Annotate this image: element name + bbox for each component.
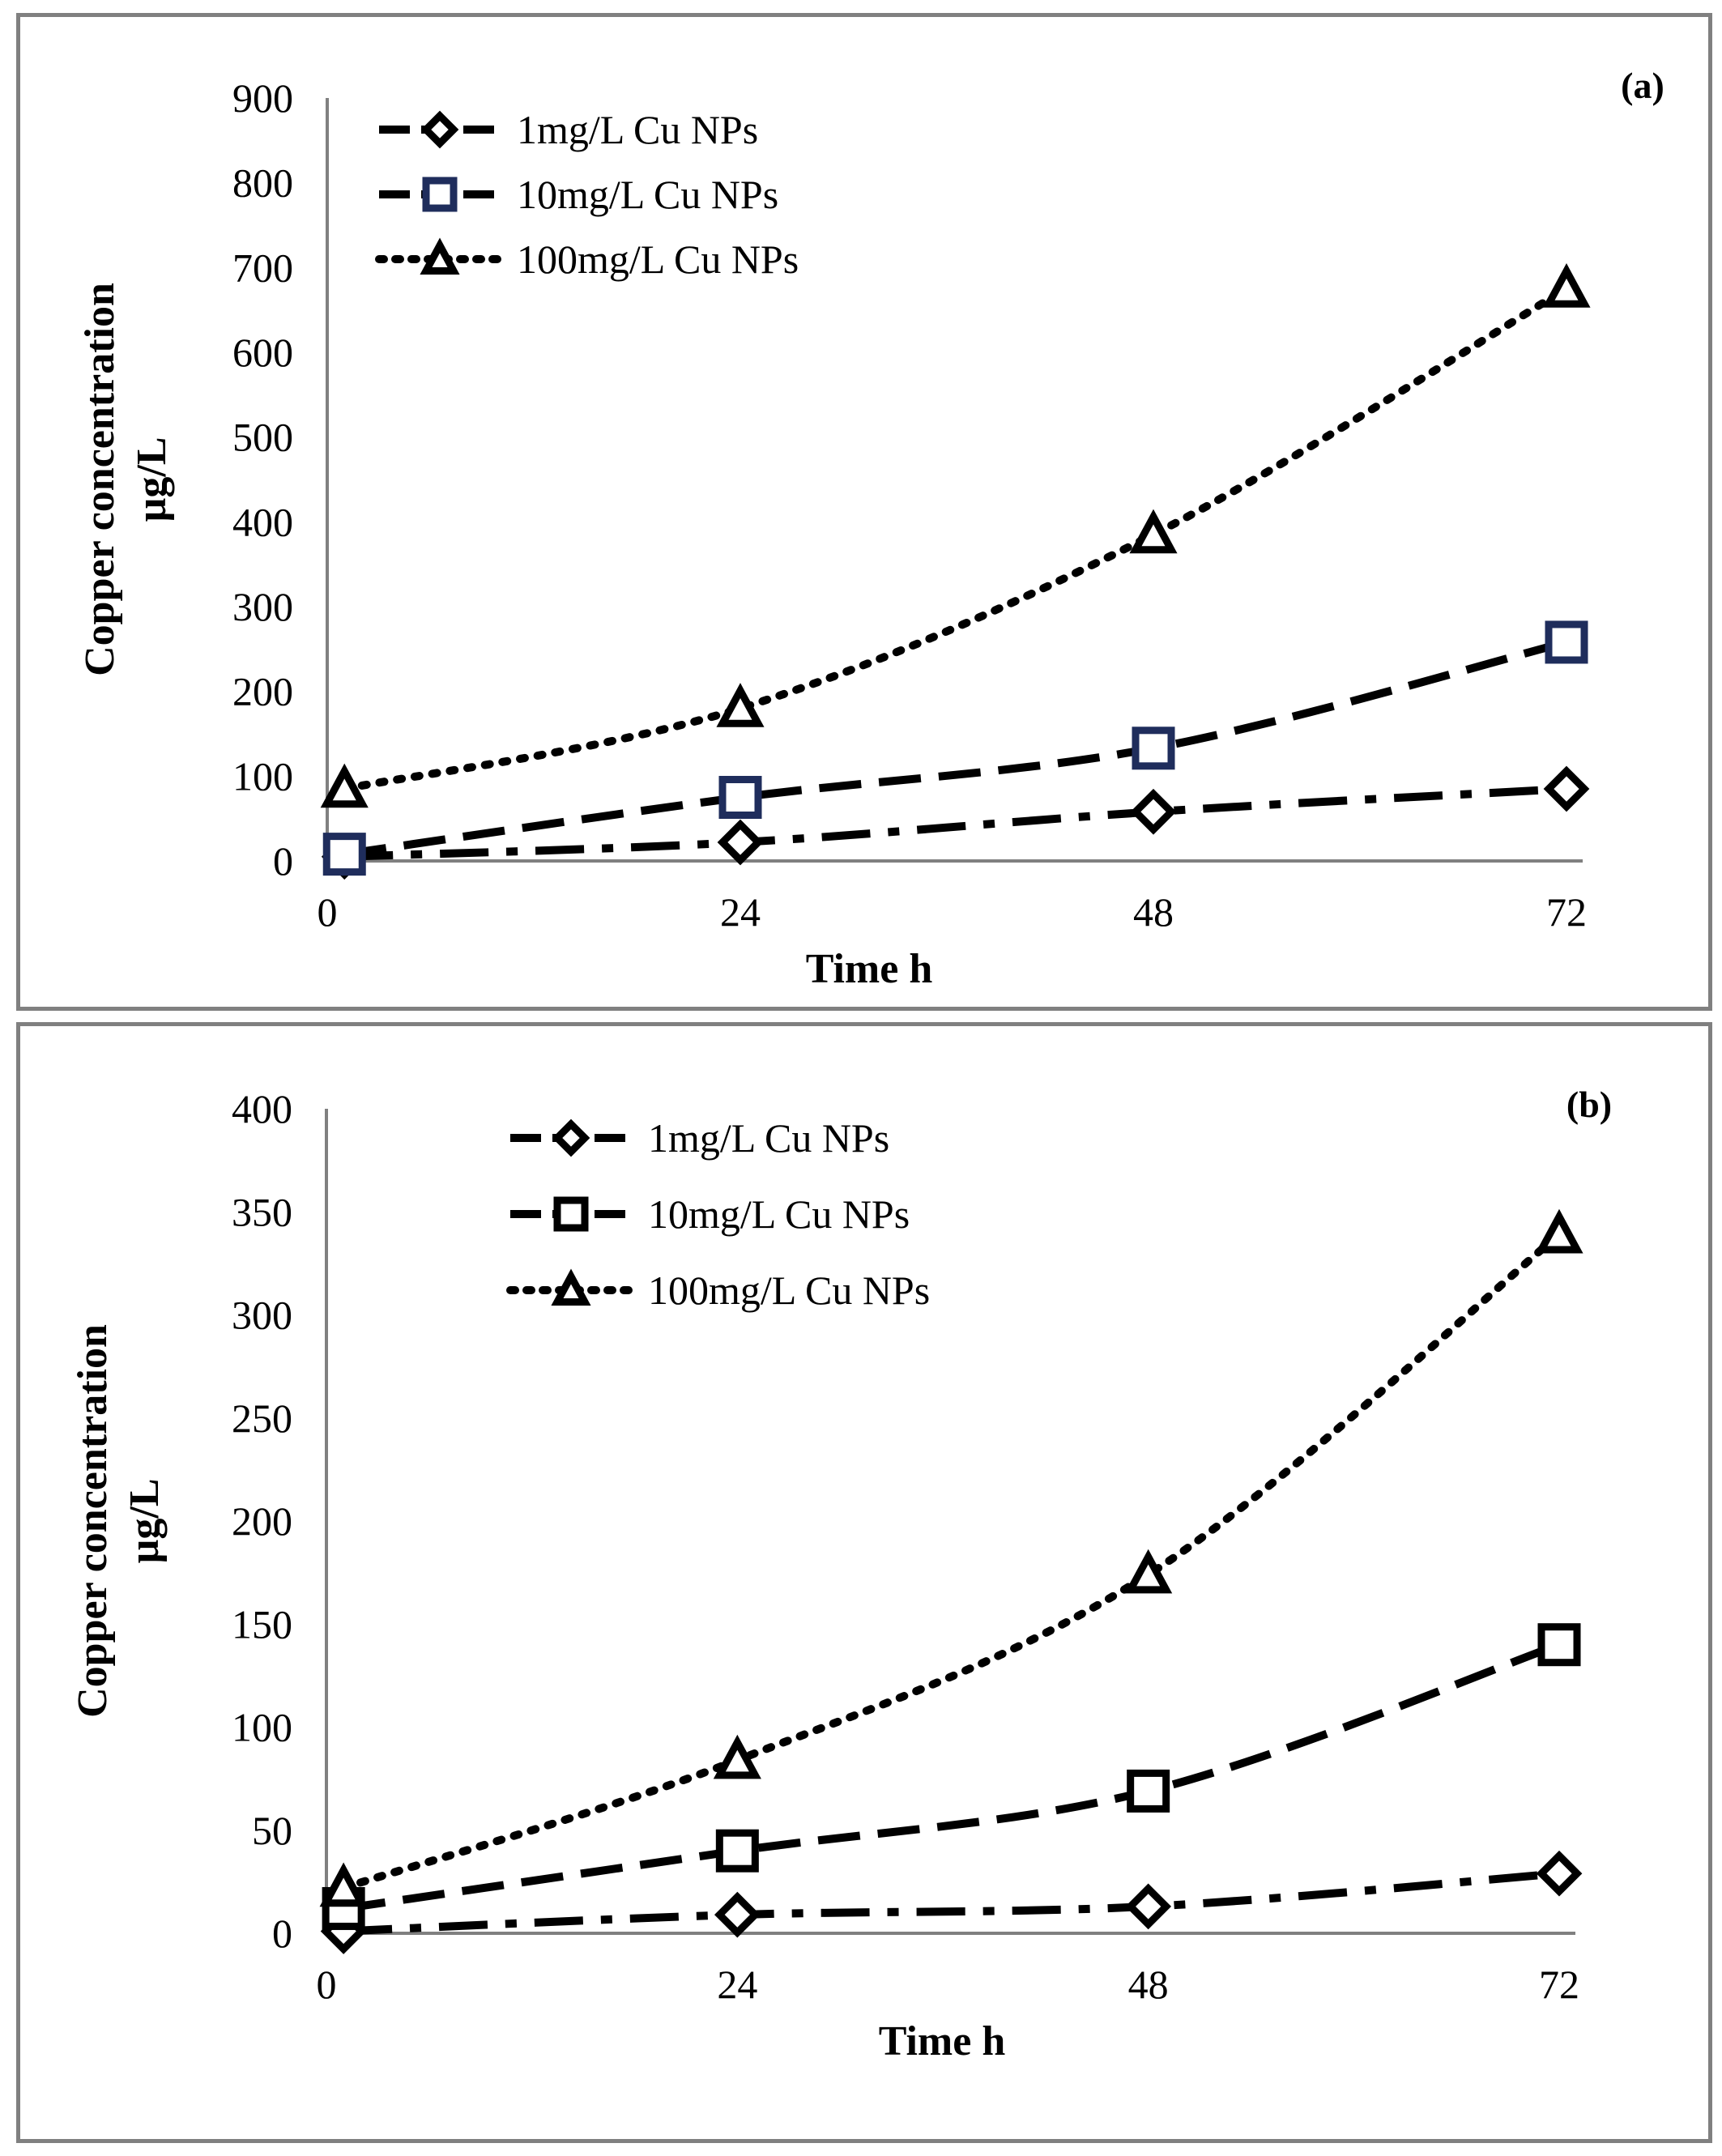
- a-y-tick-label: 0: [273, 838, 293, 884]
- a-data-point-s2: [322, 833, 366, 876]
- b-data-point-s2: [1127, 1769, 1170, 1813]
- b-data-point-s3: [713, 1734, 761, 1779]
- b-y-tick-label: 350: [232, 1189, 292, 1234]
- b-panel-label: (b): [1566, 1084, 1612, 1125]
- b-legend-marker-2: [553, 1196, 589, 1232]
- b-series-line-3: [339, 1230, 1563, 1893]
- a-data-point-s2: [1132, 726, 1175, 770]
- b-y-axis-label: Copper concentration: [70, 1324, 116, 1718]
- a-data-point-s2: [1545, 620, 1588, 664]
- a-legend-marker-2: [422, 177, 458, 212]
- b-y-tick-label: 150: [232, 1601, 292, 1647]
- a-data-point-s1: [717, 819, 764, 866]
- a-legend-label-2: 10mg/L Cu NPs: [517, 172, 778, 217]
- b-series-line-2: [343, 1640, 1561, 1913]
- a-x-tick-label: 24: [720, 889, 761, 935]
- b-legend-label-1: 1mg/L Cu NPs: [648, 1115, 889, 1161]
- a-y-tick-label: 300: [232, 584, 293, 629]
- b-y-tick-label: 0: [272, 1911, 292, 1956]
- a-legend-marker-3: [420, 237, 460, 275]
- a-x-tick-label: 72: [1546, 889, 1587, 935]
- b-x-tick-label: 24: [717, 1962, 757, 2007]
- a-y-tick-label: 100: [232, 753, 293, 799]
- a-series-line-2: [343, 638, 1568, 859]
- a-y-tick-label: 500: [232, 415, 293, 460]
- b-x-axis-label: Time h: [879, 2018, 1006, 2064]
- b-series-line-1: [343, 1869, 1560, 1936]
- a-y-tick-label: 600: [232, 330, 293, 375]
- b-x-tick-label: 48: [1128, 1962, 1169, 2007]
- b-legend-label-3: 100mg/L Cu NPs: [648, 1268, 930, 1313]
- b-legend-marker-3: [551, 1268, 591, 1306]
- a-legend-label-3: 100mg/L Cu NPs: [517, 236, 799, 282]
- a-panel-label: (a): [1621, 65, 1664, 106]
- a-x-tick-label: 0: [318, 889, 338, 935]
- b-y-tick-label: 250: [232, 1395, 292, 1441]
- b-data-point-s3: [1535, 1208, 1583, 1254]
- a-x-tick-label: 48: [1133, 889, 1174, 935]
- b-y-tick-label: 400: [232, 1086, 292, 1131]
- a-data-point-s2: [718, 776, 762, 819]
- a-data-point-s1: [1130, 788, 1177, 835]
- a-legend-label-1: 1mg/L Cu NPs: [517, 107, 758, 152]
- a-data-point-s3: [1129, 509, 1178, 554]
- b-x-tick-label: 72: [1539, 1962, 1579, 2007]
- b-y-tick-label: 100: [232, 1705, 292, 1750]
- a-y-axis-label: Copper concentration: [77, 283, 123, 676]
- b-legend-label-2: 10mg/L Cu NPs: [648, 1191, 910, 1237]
- a-data-point-s3: [1542, 263, 1591, 308]
- a-y-tick-label: 700: [232, 245, 293, 290]
- a-data-point-s1: [1543, 765, 1590, 812]
- b-data-point-s2: [715, 1829, 759, 1873]
- b-y-tick-label: 50: [252, 1808, 292, 1853]
- chart-a: 0 100 200 300 400 500 600 700 800 900 0 24 48 72 Time …: [77, 65, 1664, 992]
- b-data-point-s1: [714, 1891, 761, 1938]
- a-series-line-1: [344, 785, 1567, 861]
- b-data-point-s1: [1125, 1883, 1172, 1930]
- b-legend-marker-1: [552, 1118, 590, 1157]
- a-data-point-s3: [716, 683, 765, 727]
- chart-b: 0 50 100 150 200 250 300 350 400 0 24 48 72 Time h Cop…: [70, 1084, 1612, 2064]
- b-data-point-s3: [1124, 1549, 1173, 1594]
- b-data-point-s2: [1537, 1623, 1581, 1667]
- a-y-tick-label: 400: [232, 499, 293, 544]
- b-y-tick-label: 200: [232, 1498, 292, 1544]
- a-y-tick-label: 200: [232, 669, 293, 714]
- chart-panel-a: 0 100 200 300 400 500 600 700 800 900 0 24 48 72 Time …: [16, 13, 1712, 1011]
- a-series-line-3: [340, 284, 1571, 794]
- a-y-tick-label: 800: [232, 160, 293, 206]
- b-y-axis-unit: µg/L: [121, 1478, 168, 1563]
- b-x-tick-label: 0: [317, 1962, 337, 2007]
- a-y-axis-unit: µg/L: [129, 437, 175, 522]
- a-y-tick-label: 900: [232, 75, 293, 121]
- a-x-axis-label: Time h: [806, 946, 933, 992]
- a-data-point-s3: [320, 763, 369, 808]
- chart-panel-b: 0 50 100 150 200 250 300 350 400 0 24 48 72 Time h Cop…: [16, 1022, 1712, 2143]
- b-data-point-s3: [319, 1862, 368, 1907]
- a-legend-marker-1: [420, 110, 459, 149]
- b-data-point-s1: [1536, 1850, 1583, 1897]
- b-y-tick-label: 300: [232, 1293, 292, 1338]
